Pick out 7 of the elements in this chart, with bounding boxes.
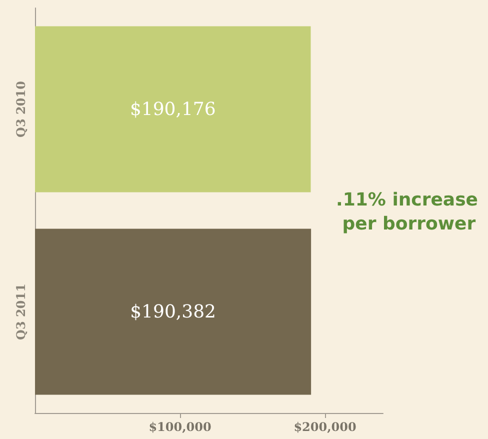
x-tick-label: $200,000 [294, 420, 356, 434]
annotation: .11% increase per borrower [336, 190, 478, 234]
y-tick-label: Q3 2010 [14, 81, 28, 138]
y-tick-label: Q3 2011 [14, 284, 28, 340]
data-label: $190,382 [130, 301, 216, 322]
x-tick-label: $100,000 [148, 420, 212, 434]
data-label: $190,176 [130, 98, 216, 120]
